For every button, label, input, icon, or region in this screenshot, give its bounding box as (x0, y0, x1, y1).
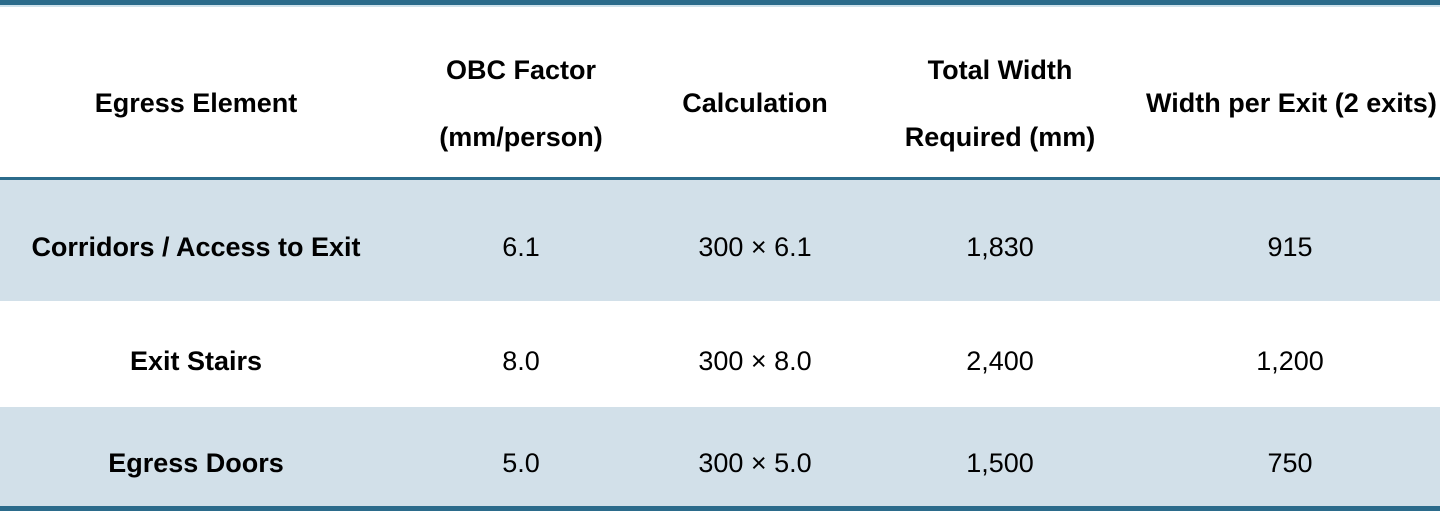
header-cell-egress-element: Egress Element (0, 7, 392, 180)
table-body: Corridors / Access to Exit 6.1 300 × 6.1… (0, 180, 1440, 506)
cell-element: Egress Doors (0, 407, 392, 506)
header-label: Width per Exit (2 exits) (1146, 88, 1437, 119)
cell-obc-factor: 8.0 (392, 301, 650, 407)
header-cell-calculation: Calculation (650, 7, 860, 180)
cell-width-per-exit: 750 (1140, 407, 1440, 506)
table-row-exit-stairs: Exit Stairs 8.0 300 × 8.0 2,400 1,200 (0, 301, 1440, 407)
cell-calculation: 300 × 6.1 (650, 180, 860, 301)
cell-calculation: 300 × 5.0 (650, 407, 860, 506)
egress-width-table: Egress Element OBC Factor (mm/person) Ca… (0, 7, 1440, 506)
header-label-line2: Required (mm) (904, 122, 1096, 152)
top-rule-shade (0, 5, 1440, 7)
header-cell-width-per-exit: Width per Exit (2 exits) (1140, 7, 1440, 180)
cell-calculation: 300 × 8.0 (650, 301, 860, 407)
table-row-egress-doors: Egress Doors 5.0 300 × 5.0 1,500 750 (0, 407, 1440, 506)
header-label: Calculation (682, 88, 828, 119)
bottom-rule (0, 506, 1440, 511)
header-label: Egress Element (94, 88, 298, 119)
header-cell-obc-factor: OBC Factor (mm/person) (392, 7, 650, 180)
header-label-line1: OBC Factor (445, 54, 597, 85)
cell-obc-factor: 6.1 (392, 180, 650, 301)
top-rule (0, 0, 1440, 5)
header-label-line2: (mm/person) (439, 122, 603, 152)
header-label-line1: Total Width (927, 54, 1073, 85)
cell-width-per-exit: 1,200 (1140, 301, 1440, 407)
table-row-corridors: Corridors / Access to Exit 6.1 300 × 6.1… (0, 180, 1440, 301)
cell-total-width: 2,400 (860, 301, 1140, 407)
table-header: Egress Element OBC Factor (mm/person) Ca… (0, 7, 1440, 180)
header-cell-total-width: Total Width Required (mm) (860, 7, 1140, 180)
cell-element: Corridors / Access to Exit (0, 180, 392, 301)
cell-width-per-exit: 915 (1140, 180, 1440, 301)
cell-total-width: 1,830 (860, 180, 1140, 301)
cell-total-width: 1,500 (860, 407, 1140, 506)
cell-element: Exit Stairs (0, 301, 392, 407)
cell-obc-factor: 5.0 (392, 407, 650, 506)
header-row: Egress Element OBC Factor (mm/person) Ca… (0, 7, 1440, 180)
